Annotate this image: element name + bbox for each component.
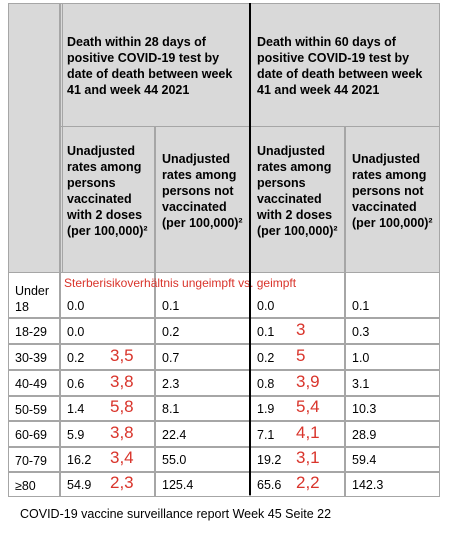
rate-cell: 0.0	[60, 272, 155, 318]
divider	[62, 3, 63, 273]
risk-ratio: 2,3	[110, 473, 134, 492]
age-label: 60-69	[8, 421, 60, 447]
age-label: ≥80	[8, 472, 60, 497]
rate-cell: 10.3	[345, 396, 440, 421]
rate-cell: 1.0	[345, 344, 440, 370]
risk-ratio: 3,4	[110, 448, 134, 467]
age-label: 30-39	[8, 344, 60, 370]
annotation: Sterberisikoverhältnis ungeimpft vs. gei…	[64, 276, 297, 290]
age-label: Under 18	[8, 272, 60, 318]
sub-header: Unadjusted rates among persons not vacci…	[155, 126, 250, 273]
rate-cell: 3.1	[345, 370, 440, 396]
group-header: Death within 28 days of positive COVID-1…	[60, 3, 250, 127]
corner-cell	[8, 3, 60, 273]
rate-cell: 2.3	[155, 370, 250, 396]
rate-cell: 0.7	[155, 344, 250, 370]
risk-ratio: 4,1	[296, 423, 320, 442]
rate-cell: 1.4	[60, 396, 155, 421]
risk-ratio: 3,5	[110, 346, 134, 365]
risk-ratio: 3,8	[110, 372, 134, 391]
risk-ratio: 5,8	[110, 397, 134, 416]
risk-ratio: 3,8	[110, 423, 134, 442]
divider	[249, 3, 251, 495]
rate-cell: 142.3	[345, 472, 440, 497]
age-label: 18-29	[8, 318, 60, 344]
rate-cell: 0.2	[155, 318, 250, 344]
sub-header: Unadjusted rates among persons vaccinate…	[250, 126, 345, 273]
risk-ratio: 5,4	[296, 397, 320, 416]
rate-cell: 0.0	[60, 318, 155, 344]
risk-ratio: 3,9	[296, 372, 320, 391]
age-label: 40-49	[8, 370, 60, 396]
age-label: 70-79	[8, 447, 60, 472]
rate-cell: 8.1	[155, 396, 250, 421]
risk-ratio: 5	[296, 346, 306, 365]
rate-cell: 0.3	[345, 318, 440, 344]
risk-ratio: 3	[296, 320, 306, 339]
rate-cell: 5.9	[60, 421, 155, 447]
rate-cell: 0.2	[60, 344, 155, 370]
rate-cell: 16.2	[60, 447, 155, 472]
rate-cell: 0.6	[60, 370, 155, 396]
age-label: 50-59	[8, 396, 60, 421]
rate-cell: 0.1	[345, 272, 440, 318]
rate-cell: 22.4	[155, 421, 250, 447]
rate-cell: 59.4	[345, 447, 440, 472]
rate-cell: 55.0	[155, 447, 250, 472]
rate-cell: 54.9	[60, 472, 155, 497]
caption: COVID-19 vaccine surveillance report Wee…	[20, 507, 332, 521]
sub-header: Unadjusted rates among persons vaccinate…	[60, 126, 155, 273]
rate-cell: 125.4	[155, 472, 250, 497]
sub-header: Unadjusted rates among persons not vacci…	[345, 126, 440, 273]
group-header: Death within 60 days of positive COVID-1…	[250, 3, 440, 127]
risk-ratio: 2,2	[296, 473, 320, 492]
risk-ratio: 3,1	[296, 448, 320, 467]
rate-cell: 28.9	[345, 421, 440, 447]
